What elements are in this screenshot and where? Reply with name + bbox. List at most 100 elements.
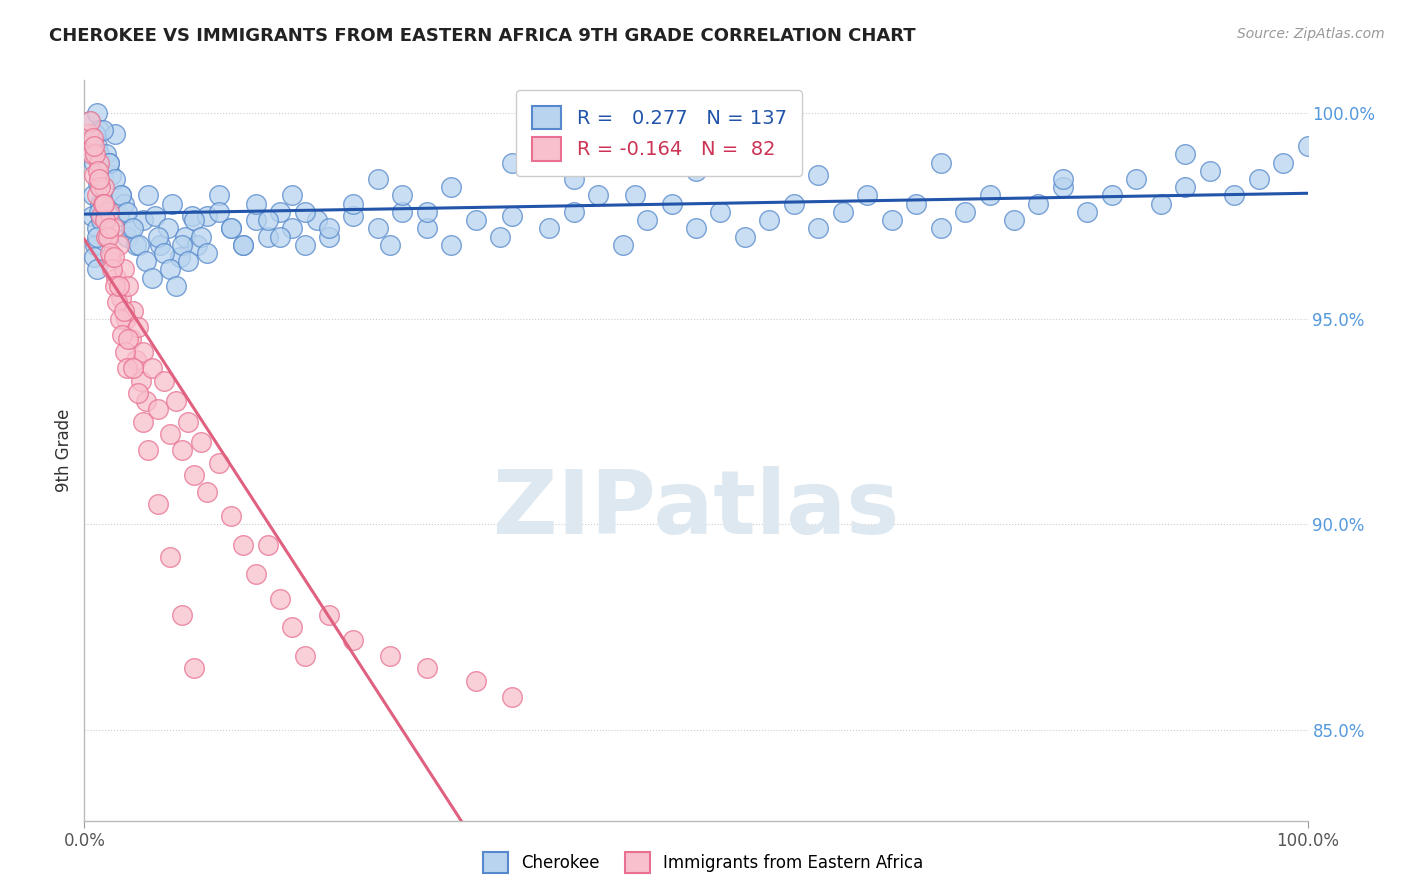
Point	[1002, 213, 1025, 227]
Point	[342, 209, 364, 223]
Point	[219, 221, 242, 235]
Point	[172, 237, 194, 252]
Point	[87, 172, 110, 186]
Point	[132, 415, 155, 429]
Point	[380, 649, 402, 664]
Point	[84, 127, 107, 141]
Point	[502, 209, 524, 223]
Point	[245, 196, 267, 211]
Point	[391, 188, 413, 202]
Point	[98, 246, 121, 260]
Point	[269, 229, 291, 244]
Point	[281, 188, 304, 202]
Point	[502, 155, 524, 169]
Point	[269, 591, 291, 606]
Point	[232, 237, 254, 252]
Point	[807, 168, 830, 182]
Point	[257, 213, 280, 227]
Point	[87, 147, 110, 161]
Legend: Cherokee, Immigrants from Eastern Africa: Cherokee, Immigrants from Eastern Africa	[477, 846, 929, 880]
Point	[183, 661, 205, 675]
Point	[97, 155, 120, 169]
Point	[115, 361, 138, 376]
Point	[464, 673, 486, 688]
Point	[257, 229, 280, 244]
Point	[79, 114, 101, 128]
Point	[1125, 172, 1147, 186]
Point	[86, 139, 108, 153]
Point	[120, 221, 142, 235]
Point	[1198, 163, 1220, 178]
Point	[86, 262, 108, 277]
Point	[169, 250, 191, 264]
Point	[80, 209, 103, 223]
Point	[177, 415, 200, 429]
Point	[305, 213, 328, 227]
Point	[104, 279, 127, 293]
Point	[440, 237, 463, 252]
Point	[562, 205, 585, 219]
Point	[89, 180, 111, 194]
Point	[135, 254, 157, 268]
Point	[90, 209, 112, 223]
Point	[87, 122, 110, 136]
Point	[190, 229, 212, 244]
Point	[612, 237, 634, 252]
Point	[440, 180, 463, 194]
Point	[141, 361, 163, 376]
Point	[107, 237, 129, 252]
Point	[91, 196, 114, 211]
Point	[586, 188, 609, 202]
Point	[183, 213, 205, 227]
Point	[219, 221, 242, 235]
Point	[87, 176, 110, 190]
Point	[82, 131, 104, 145]
Point	[104, 127, 127, 141]
Point	[416, 661, 439, 675]
Point	[115, 229, 138, 244]
Point	[146, 229, 169, 244]
Point	[905, 196, 928, 211]
Point	[1150, 196, 1173, 211]
Point	[709, 205, 731, 219]
Point	[104, 172, 127, 186]
Point	[153, 246, 176, 260]
Point	[86, 106, 108, 120]
Point	[269, 205, 291, 219]
Point	[208, 205, 231, 219]
Point	[105, 295, 128, 310]
Point	[294, 237, 316, 252]
Point	[159, 427, 181, 442]
Point	[342, 632, 364, 647]
Point	[502, 690, 524, 705]
Point	[172, 443, 194, 458]
Point	[83, 168, 105, 182]
Text: ZIPatlas: ZIPatlas	[494, 467, 898, 553]
Point	[87, 163, 110, 178]
Point	[685, 221, 707, 235]
Point	[807, 221, 830, 235]
Point	[181, 209, 204, 223]
Point	[79, 114, 101, 128]
Point	[122, 303, 145, 318]
Point	[112, 303, 135, 318]
Point	[127, 385, 149, 400]
Point	[83, 131, 105, 145]
Point	[153, 374, 176, 388]
Point	[685, 163, 707, 178]
Point	[281, 620, 304, 634]
Point	[245, 566, 267, 581]
Point	[94, 213, 117, 227]
Point	[661, 196, 683, 211]
Point	[367, 221, 389, 235]
Point	[831, 205, 853, 219]
Point	[111, 328, 134, 343]
Point	[115, 205, 138, 219]
Point	[146, 497, 169, 511]
Point	[97, 229, 120, 244]
Point	[1272, 155, 1295, 169]
Point	[141, 270, 163, 285]
Point	[232, 538, 254, 552]
Point	[108, 311, 131, 326]
Point	[758, 213, 780, 227]
